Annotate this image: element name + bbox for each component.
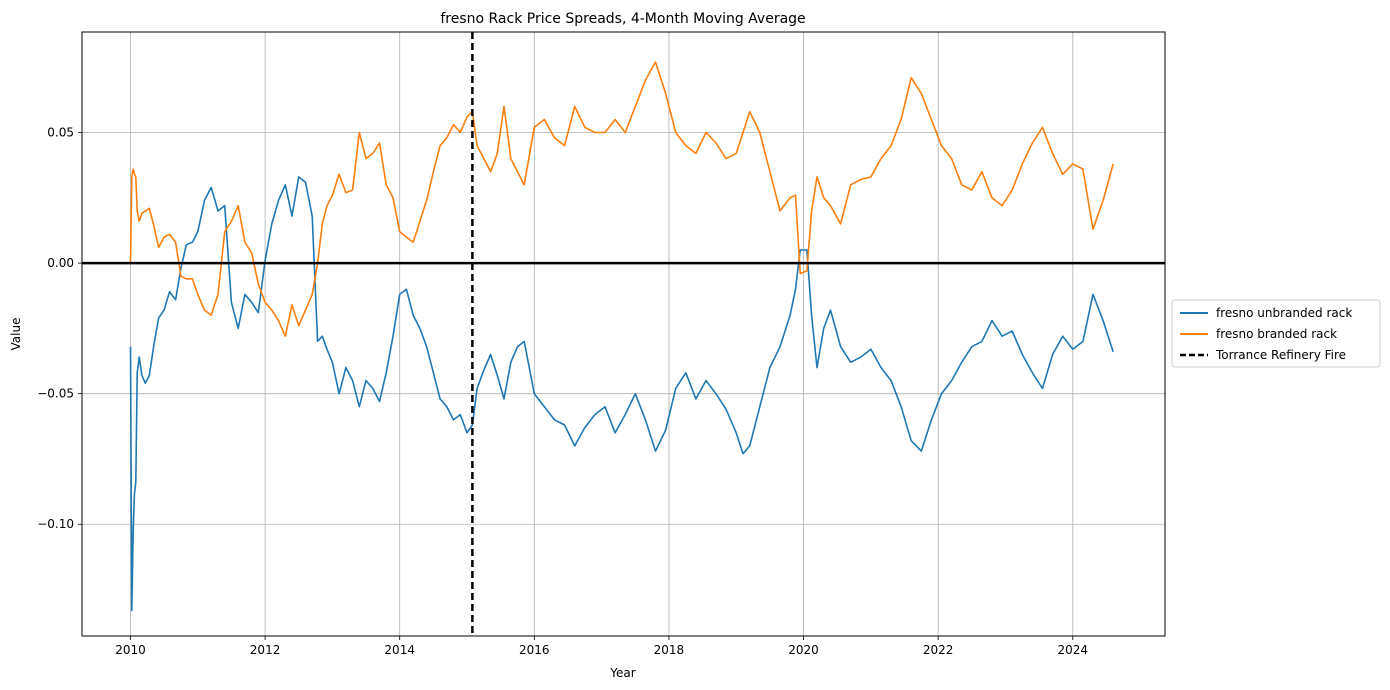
legend-label-unbranded: fresno unbranded rack [1216, 306, 1352, 320]
legend-label-fire: Torrance Refinery Fire [1215, 348, 1346, 362]
x-tick-label: 2018 [654, 643, 685, 657]
legend: fresno unbranded rack fresno branded rac… [1171, 299, 1381, 368]
y-axis-title: Value [9, 318, 23, 351]
x-tick-label: 2016 [519, 643, 550, 657]
x-tick-label: 2024 [1058, 643, 1089, 657]
series-line-fresno-branded-rack [129, 61, 1114, 338]
x-tick-label: 2010 [115, 643, 146, 657]
x-axis: 2010 2012 2014 2016 2018 2020 2022 2024 [115, 636, 1088, 657]
x-tick-label: 2012 [250, 643, 281, 657]
series-layer [129, 61, 1114, 612]
plot-area [81, 31, 1166, 637]
reference-lines [82, 32, 1165, 636]
y-axis: −0.10 −0.05 0.00 0.05 [37, 126, 82, 531]
series-line-fresno-unbranded-rack [129, 176, 1114, 612]
x-tick-label: 2020 [788, 643, 819, 657]
y-tick-label: 0.00 [47, 256, 74, 270]
x-tick-label: 2022 [923, 643, 954, 657]
y-tick-label: −0.05 [37, 387, 74, 401]
y-tick-label: −0.10 [37, 517, 74, 531]
x-axis-title: Year [609, 666, 635, 680]
chart-title: fresno Rack Price Spreads, 4-Month Movin… [440, 11, 805, 27]
y-tick-label: 0.05 [47, 126, 74, 140]
plot-frame [81, 31, 1166, 637]
legend-box [1171, 299, 1381, 368]
legend-label-branded: fresno branded rack [1216, 327, 1337, 341]
x-tick-label: 2014 [384, 643, 415, 657]
